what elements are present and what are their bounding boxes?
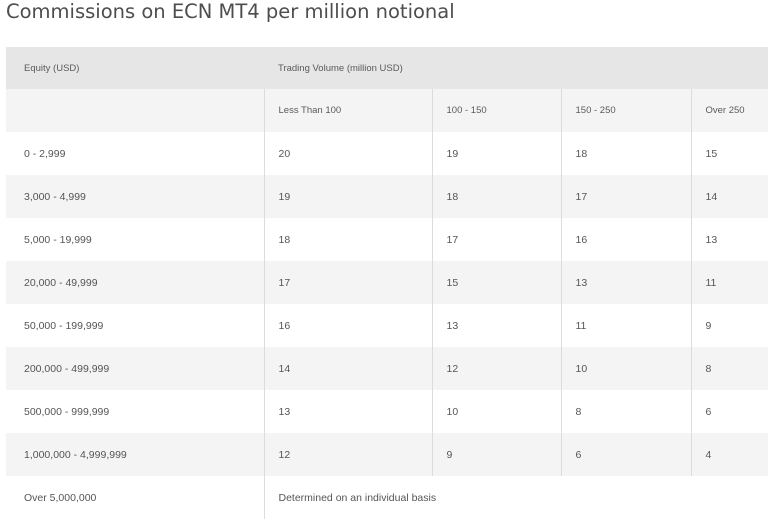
value-cell: 4 — [690, 433, 768, 476]
individual-basis-note: Determined on an individual basis — [263, 476, 768, 519]
value-cell: 10 — [431, 390, 561, 433]
table-row: 20,000 - 49,999 17 15 13 11 — [6, 261, 768, 304]
table-row-last: Over 5,000,000 Determined on an individu… — [6, 476, 768, 519]
equity-cell: 200,000 - 499,999 — [6, 347, 264, 390]
value-cell: 6 — [690, 390, 768, 433]
value-cell: 17 — [263, 261, 432, 304]
value-cell: 18 — [263, 218, 432, 261]
equity-cell: 5,000 - 19,999 — [6, 218, 264, 261]
value-cell: 9 — [431, 433, 561, 476]
value-cell: 9 — [690, 304, 768, 347]
volume-column-header: Over 250 — [690, 89, 768, 132]
equity-header: Equity (USD) — [6, 47, 264, 89]
value-cell: 20 — [263, 132, 432, 175]
volume-column-header: 100 - 150 — [431, 89, 561, 132]
equity-cell: 20,000 - 49,999 — [6, 261, 264, 304]
value-cell: 17 — [431, 218, 561, 261]
value-cell: 19 — [431, 132, 561, 175]
value-cell: 17 — [560, 175, 691, 218]
volume-column-header: Less Than 100 — [263, 89, 432, 132]
equity-cell: Over 5,000,000 — [6, 476, 264, 519]
value-cell: 14 — [690, 175, 768, 218]
page-title: Commissions on ECN MT4 per million notio… — [6, 0, 455, 23]
value-cell: 13 — [263, 390, 432, 433]
table-row: 1,000,000 - 4,999,999 12 9 6 4 — [6, 433, 768, 476]
equity-cell: 3,000 - 4,999 — [6, 175, 264, 218]
value-cell: 19 — [263, 175, 432, 218]
value-cell: 14 — [263, 347, 432, 390]
equity-cell: 50,000 - 199,999 — [6, 304, 264, 347]
commission-table-body: Equity (USD) Trading Volume (million USD… — [6, 47, 768, 519]
trading-volume-header: Trading Volume (million USD) — [264, 47, 768, 89]
volume-columns-row: Less Than 100 100 - 150 150 - 250 Over 2… — [6, 89, 768, 132]
value-cell: 6 — [560, 433, 691, 476]
value-cell: 15 — [431, 261, 561, 304]
value-cell: 8 — [690, 347, 768, 390]
value-cell: 18 — [560, 132, 691, 175]
empty-cell — [6, 89, 264, 132]
table-row: 3,000 - 4,999 19 18 17 14 — [6, 175, 768, 218]
value-cell: 8 — [560, 390, 691, 433]
equity-cell: 1,000,000 - 4,999,999 — [6, 433, 264, 476]
value-cell: 12 — [431, 347, 561, 390]
equity-cell: 0 - 2,999 — [6, 132, 264, 175]
equity-cell: 500,000 - 999,999 — [6, 390, 264, 433]
table-row: 500,000 - 999,999 13 10 8 6 — [6, 390, 768, 433]
value-cell: 12 — [263, 433, 432, 476]
value-cell: 11 — [690, 261, 768, 304]
value-cell: 15 — [690, 132, 768, 175]
value-cell: 10 — [560, 347, 691, 390]
volume-column-header: 150 - 250 — [560, 89, 691, 132]
table-header-row: Equity (USD) Trading Volume (million USD… — [6, 47, 768, 89]
value-cell: 13 — [431, 304, 561, 347]
table-row: 0 - 2,999 20 19 18 15 — [6, 132, 768, 175]
commission-table: Equity (USD) Trading Volume (million USD… — [6, 47, 768, 519]
value-cell: 13 — [690, 218, 768, 261]
table-row: 200,000 - 499,999 14 12 10 8 — [6, 347, 768, 390]
table-row: 5,000 - 19,999 18 17 16 13 — [6, 218, 768, 261]
table-row: 50,000 - 199,999 16 13 11 9 — [6, 304, 768, 347]
value-cell: 16 — [560, 218, 691, 261]
value-cell: 13 — [560, 261, 691, 304]
value-cell: 18 — [431, 175, 561, 218]
value-cell: 16 — [263, 304, 432, 347]
value-cell: 11 — [560, 304, 691, 347]
